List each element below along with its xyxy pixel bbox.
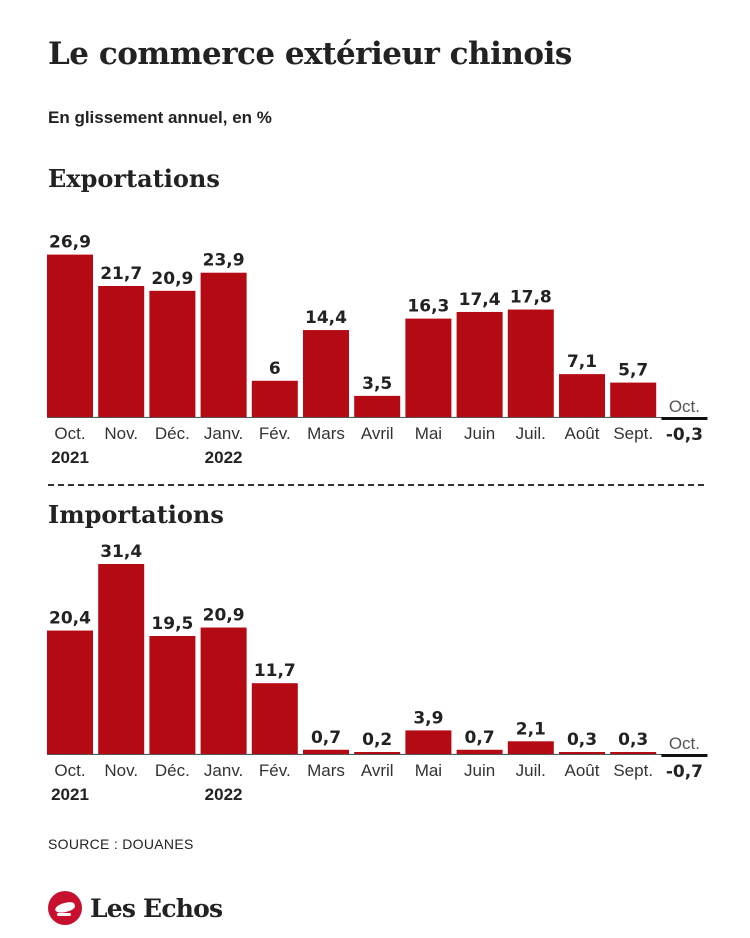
tick-label-2: Déc. (155, 424, 190, 443)
data-label-0: 20,4 (49, 609, 91, 629)
bar-6 (354, 752, 401, 754)
bar-7 (405, 318, 452, 417)
data-label-2: 20,9 (151, 269, 193, 289)
tick-label-10: Août (565, 761, 600, 780)
imports-bar-chart: 20,4 Oct. 2021 31,4 Nov. 19,5 Déc. 20,9 Janv. 202… (47, 542, 708, 804)
data-label-12: -0,7 (666, 762, 703, 782)
data-label-6: 3,5 (362, 374, 392, 394)
bar-7 (405, 730, 452, 754)
data-label-3: 20,9 (203, 606, 245, 626)
bar-9 (507, 309, 554, 417)
section-divider (48, 484, 704, 486)
exports-bar-chart: 26,9 Oct. 2021 21,7 Nov. 20,9 Déc. 23,9 Janv. 202… (47, 233, 708, 467)
year-label-0: 2021 (51, 448, 89, 467)
tick-label-9: Juil. (516, 424, 546, 443)
data-label-1: 31,4 (100, 542, 142, 562)
tick-label-8: Juin (464, 761, 495, 780)
bar-10 (559, 374, 605, 417)
bar-1 (98, 564, 145, 754)
tick-label-8: Juin (464, 424, 495, 443)
data-label-8: 0,7 (465, 728, 495, 748)
data-label-7: 16,3 (407, 297, 449, 317)
bar-8 (456, 749, 503, 754)
bar-5 (303, 330, 349, 417)
data-label-9: 17,8 (510, 288, 552, 308)
tick-label-6: Avril (361, 424, 394, 443)
bar-2 (149, 636, 196, 754)
tick-label-9: Juil. (516, 761, 546, 780)
bar-0 (47, 630, 93, 754)
bar-1 (98, 285, 145, 417)
bar-5 (303, 749, 349, 754)
exports-section-title: Exportations (48, 164, 220, 193)
bar-11 (610, 752, 657, 754)
tick-label-6: Avril (361, 761, 394, 780)
data-label-6: 0,2 (362, 730, 392, 750)
data-label-12: -0,3 (666, 425, 703, 445)
bar-0 (47, 254, 93, 417)
year-label-3: 2022 (205, 448, 243, 467)
data-label-10: 0,3 (567, 730, 597, 750)
data-label-7: 3,9 (413, 708, 443, 728)
year-label-3: 2022 (205, 785, 243, 804)
year-label-0: 2021 (51, 785, 89, 804)
source-note: SOURCE : DOUANES (48, 836, 194, 852)
tick-label-4: Fév. (259, 761, 291, 780)
tick-label-5: Mars (307, 761, 345, 780)
tick-label-2: Déc. (155, 761, 190, 780)
bar-6 (354, 395, 401, 417)
tick-label-4: Fév. (259, 424, 291, 443)
data-label-8: 17,4 (459, 290, 501, 310)
data-label-5: 14,4 (305, 308, 347, 328)
bar-12 (661, 754, 708, 757)
les-echos-logo-icon (48, 891, 82, 925)
data-label-10: 7,1 (567, 352, 597, 372)
tick-label-7: Mai (415, 761, 442, 780)
tick-label-12: Oct. (669, 397, 700, 416)
tick-label-10: Août (565, 424, 600, 443)
tick-label-12: Oct. (669, 734, 700, 753)
data-label-5: 0,7 (311, 728, 341, 748)
data-label-3: 23,9 (203, 251, 245, 271)
chart-subtitle: En glissement annuel, en % (48, 108, 272, 127)
tick-label-0: Oct. (54, 424, 85, 443)
bar-10 (559, 752, 605, 754)
data-label-11: 0,3 (618, 730, 648, 750)
bar-8 (456, 311, 503, 417)
data-label-4: 6 (269, 359, 281, 379)
tick-label-11: Sept. (613, 761, 653, 780)
logo-text: Les Echos (90, 893, 223, 923)
tick-label-5: Mars (307, 424, 345, 443)
imports-section-title: Importations (48, 500, 224, 529)
tick-label-11: Sept. (613, 424, 653, 443)
bar-9 (507, 741, 554, 754)
bar-4 (251, 683, 298, 754)
tick-label-3: Janv. (204, 424, 243, 443)
bar-12 (661, 417, 708, 420)
data-label-0: 26,9 (49, 233, 91, 253)
bar-3 (200, 272, 247, 417)
data-label-9: 2,1 (516, 719, 546, 739)
bar-3 (200, 627, 247, 754)
les-echos-logo: Les Echos (48, 889, 223, 927)
bar-11 (610, 382, 657, 417)
chart-title: Le commerce extérieur chinois (48, 36, 572, 72)
data-label-2: 19,5 (151, 614, 193, 634)
data-label-11: 5,7 (618, 361, 648, 381)
data-label-1: 21,7 (100, 264, 142, 284)
tick-label-7: Mai (415, 424, 442, 443)
tick-label-1: Nov. (104, 761, 138, 780)
tick-label-1: Nov. (104, 424, 138, 443)
tick-label-0: Oct. (54, 761, 85, 780)
tick-label-3: Janv. (204, 761, 243, 780)
bar-4 (251, 380, 298, 417)
bar-2 (149, 290, 196, 417)
data-label-4: 11,7 (254, 661, 296, 681)
